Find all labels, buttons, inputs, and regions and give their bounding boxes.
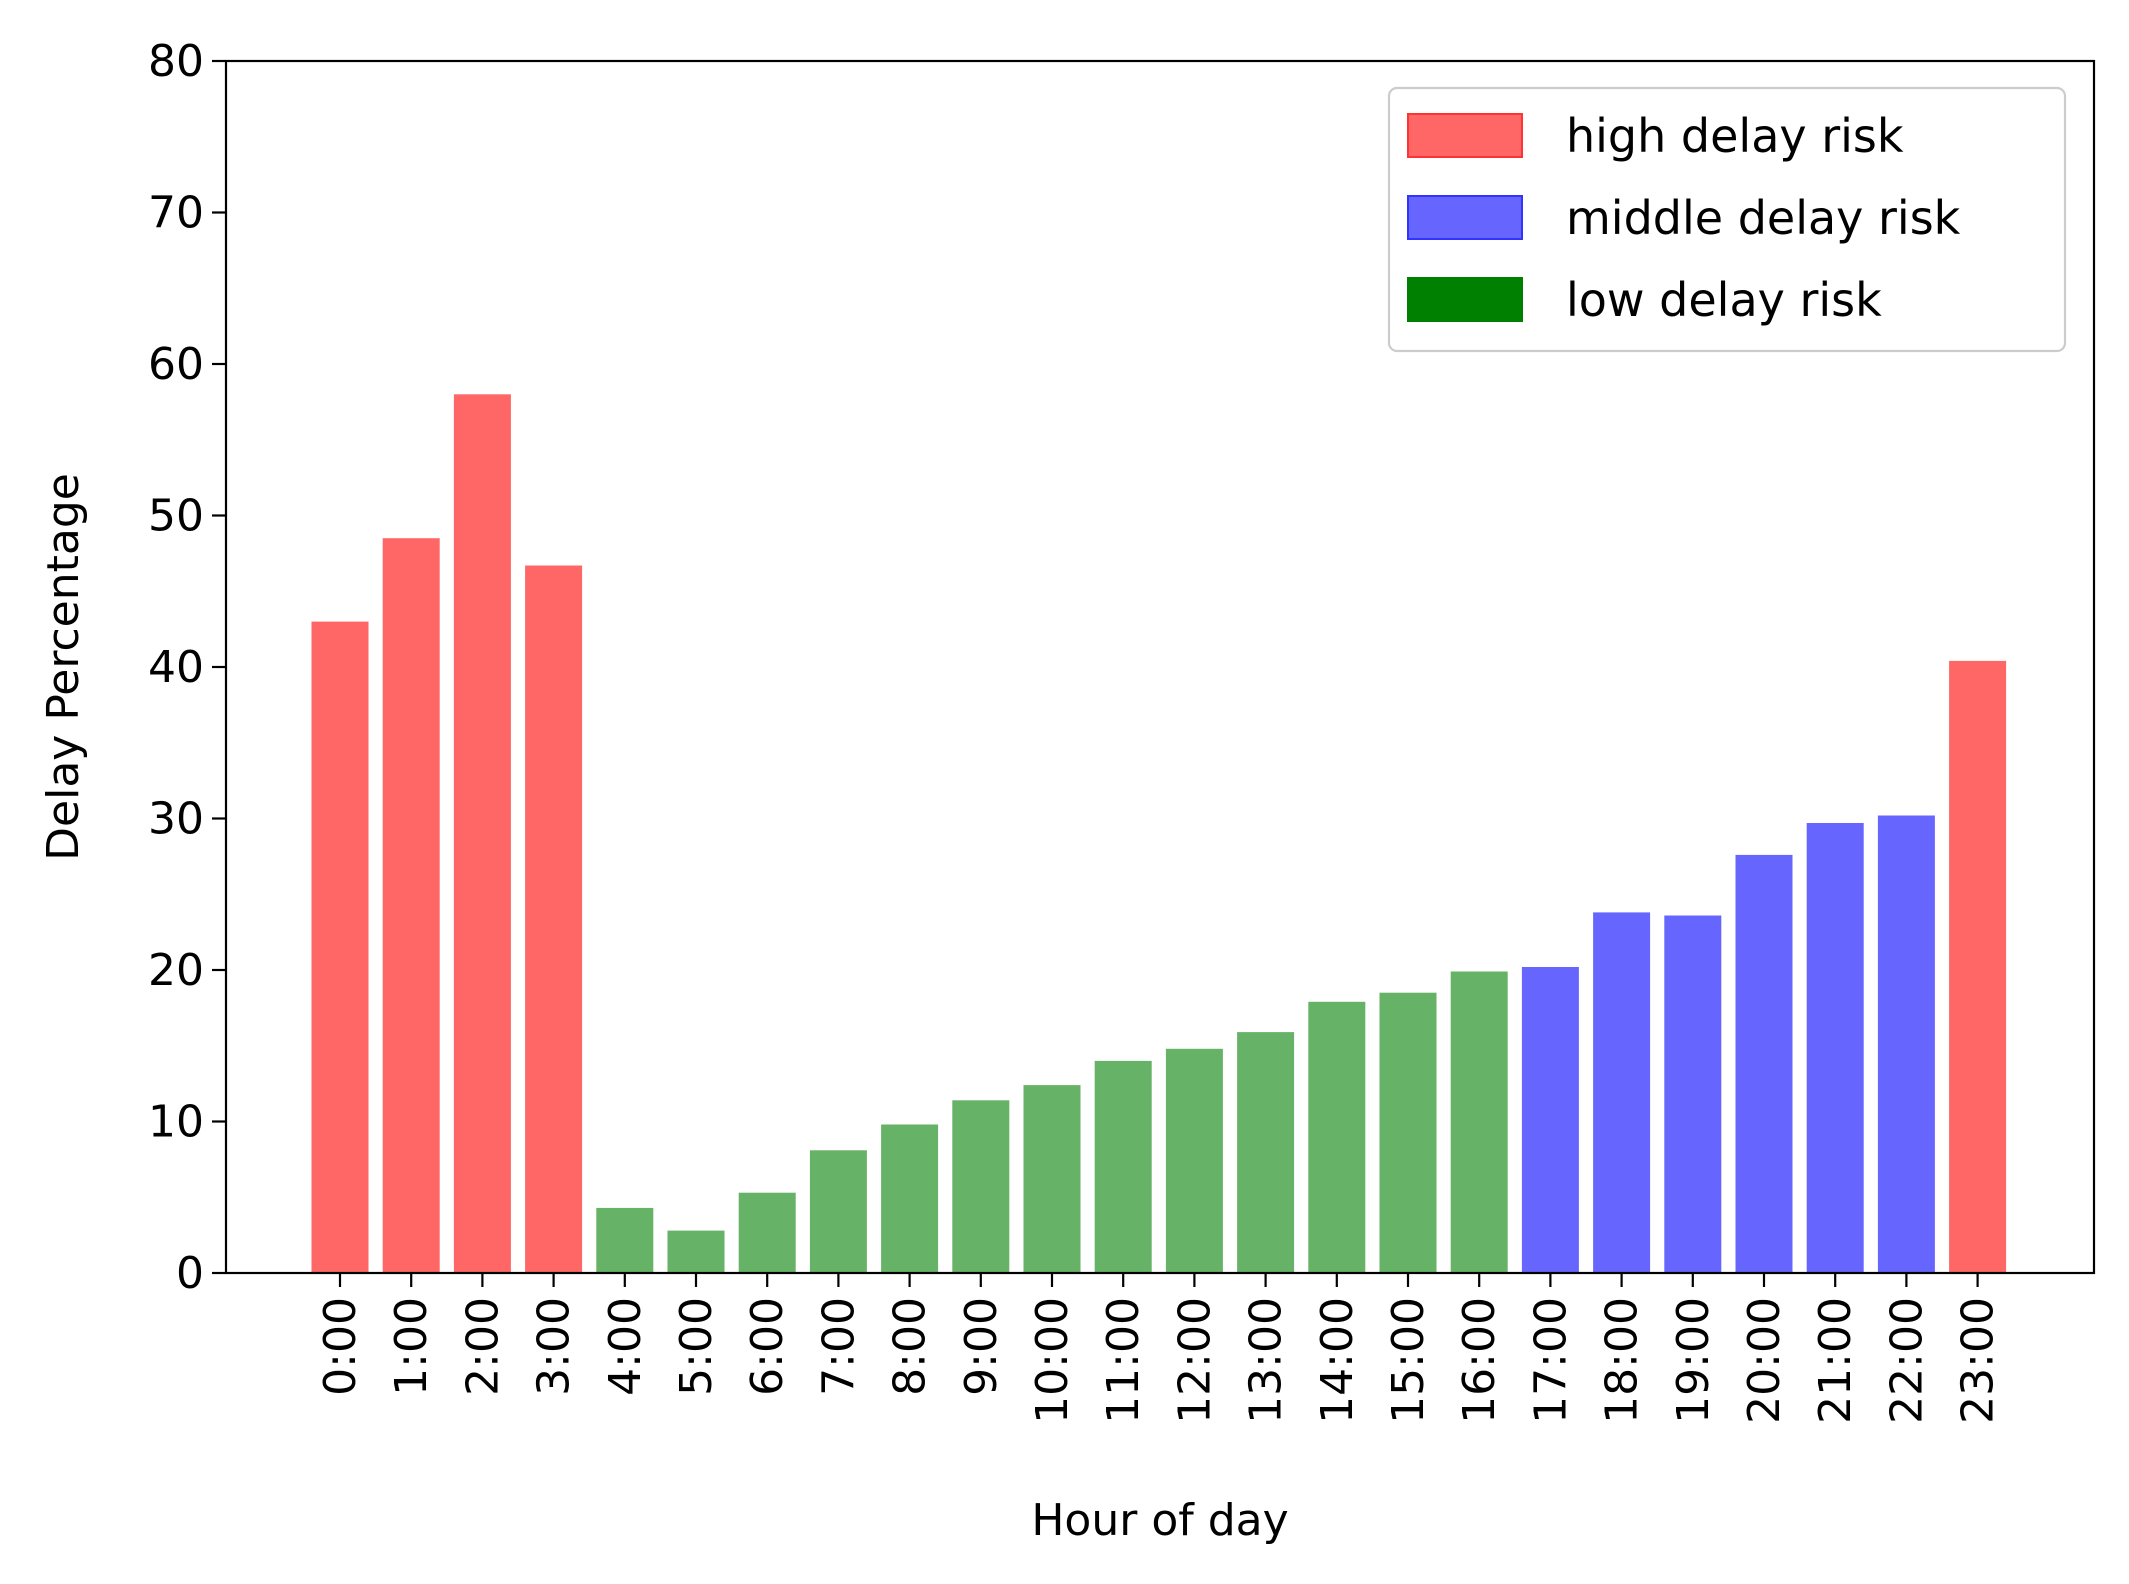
bar-20:00 <box>1735 854 1793 1273</box>
x-tick-label: 5:00 <box>671 1297 722 1396</box>
plot-frame <box>224 59 2096 1275</box>
x-tick-label: 10:00 <box>1027 1297 1078 1424</box>
y-tick-label: 40 <box>148 642 204 693</box>
x-tick-label: 12:00 <box>1169 1297 1220 1424</box>
y-tick-label: 0 <box>176 1248 204 1299</box>
bar-4:00 <box>596 1207 654 1273</box>
x-tick-label: 4:00 <box>600 1297 651 1396</box>
legend-swatch-middle <box>1407 195 1523 240</box>
bar-13:00 <box>1237 1032 1295 1273</box>
bar-11:00 <box>1094 1060 1152 1273</box>
x-tick-label: 9:00 <box>956 1297 1007 1396</box>
bar-16:00 <box>1450 971 1508 1273</box>
y-tick-label: 50 <box>148 491 204 542</box>
bar-5:00 <box>667 1230 725 1273</box>
x-tick-label: 17:00 <box>1525 1297 1576 1424</box>
bar-1:00 <box>382 538 440 1273</box>
x-tick-label: 11:00 <box>1098 1297 1149 1424</box>
x-tick-label: 19:00 <box>1668 1297 1719 1424</box>
y-tick-label: 10 <box>148 1097 204 1148</box>
bar-19:00 <box>1664 915 1722 1273</box>
bar-18:00 <box>1593 912 1651 1273</box>
y-tick-label: 30 <box>148 794 204 845</box>
legend-label-high: high delay risk <box>1566 109 1904 163</box>
legend: high delay risk middle delay risk low dela… <box>1387 86 2067 353</box>
y-tick-label: 70 <box>148 188 204 239</box>
bar-2:00 <box>453 394 511 1273</box>
x-tick-label: 23:00 <box>1953 1297 2004 1424</box>
legend-swatch-high <box>1407 113 1523 158</box>
y-tick-label: 80 <box>148 36 204 87</box>
x-tick-label: 21:00 <box>1810 1297 1861 1424</box>
x-tick-label: 18:00 <box>1597 1297 1648 1424</box>
bars-layer <box>311 394 2007 1273</box>
bar-12:00 <box>1165 1048 1223 1273</box>
bar-8:00 <box>881 1124 939 1273</box>
bar-3:00 <box>525 565 583 1273</box>
bar-9:00 <box>952 1100 1010 1273</box>
x-tick-label: 1:00 <box>386 1297 437 1396</box>
legend-swatch-low <box>1407 277 1523 322</box>
x-axis: 0:00 1:00 2:00 3:00 4:00 5:00 6:00 7:00 8:00 9:00… <box>315 1273 2004 1424</box>
x-tick-label: 13:00 <box>1241 1297 1292 1424</box>
x-tick-label: 20:00 <box>1739 1297 1790 1424</box>
legend-label-low: low delay risk <box>1566 273 1882 327</box>
legend-label-middle: middle delay risk <box>1566 191 1961 245</box>
bar-6:00 <box>738 1192 796 1273</box>
bar-17:00 <box>1521 967 1579 1273</box>
bar-10:00 <box>1023 1085 1081 1273</box>
x-tick-label: 8:00 <box>885 1297 936 1396</box>
bar-15:00 <box>1379 992 1437 1273</box>
x-tick-label: 6:00 <box>742 1297 793 1396</box>
x-axis-label: Hour of day <box>1031 1495 1288 1546</box>
x-tick-label: 0:00 <box>315 1297 366 1396</box>
bar-21:00 <box>1806 823 1864 1273</box>
x-tick-label: 15:00 <box>1383 1297 1434 1424</box>
legend-box <box>1387 86 2067 353</box>
x-tick-label: 3:00 <box>529 1297 580 1396</box>
x-tick-label: 16:00 <box>1454 1297 1505 1424</box>
bar-22:00 <box>1877 815 1935 1273</box>
x-tick-label: 22:00 <box>1881 1297 1932 1424</box>
y-axis-label: Delay Percentage <box>38 473 89 861</box>
bar-23:00 <box>1949 660 2007 1273</box>
y-tick-label: 20 <box>148 945 204 996</box>
y-axis: 0 10 20 30 40 50 60 70 80 <box>148 36 226 1299</box>
bar-14:00 <box>1308 1001 1366 1273</box>
bar-0:00 <box>311 621 369 1273</box>
y-tick-label: 60 <box>148 339 204 390</box>
x-tick-label: 7:00 <box>813 1297 864 1396</box>
x-tick-label: 14:00 <box>1312 1297 1363 1424</box>
x-tick-label: 2:00 <box>457 1297 508 1396</box>
bar-7:00 <box>809 1150 867 1273</box>
